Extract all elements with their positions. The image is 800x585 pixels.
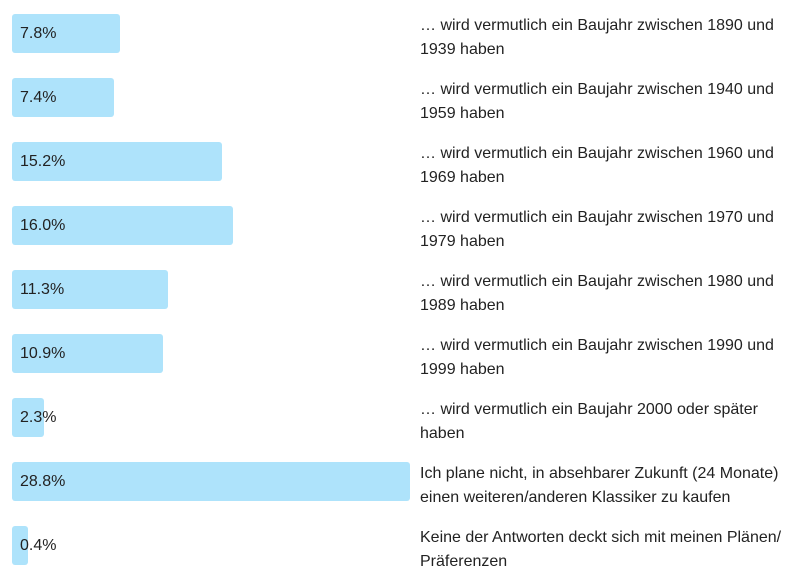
value-label: 15.2% (20, 153, 66, 170)
value-label: 16.0% (20, 217, 66, 234)
chart-row: 7.4% … wird vermutlich ein Baujahr zwisch… (0, 64, 800, 128)
category-label: Ich plane nicht, in absehbarer Zukunft (… (420, 465, 779, 506)
chart-row: 2.3% … wird vermutlich ein Baujahr 2000 o… (0, 384, 800, 448)
value-label: 0.4% (20, 537, 57, 554)
category-label: … wird vermutlich ein Baujahr 2000 oder … (420, 401, 758, 442)
category-label: … wird vermutlich ein Baujahr zwischen 1… (420, 81, 774, 122)
chart-row: 15.2% … wird vermutlich ein Baujahr zwisc… (0, 128, 800, 192)
value-label: 10.9% (20, 345, 66, 362)
category-label: Keine der Antworten deckt sich mit meine… (420, 529, 782, 570)
bar (12, 14, 120, 53)
category-label: … wird vermutlich ein Baujahr zwischen 1… (420, 209, 774, 250)
chart-row: 10.9% … wird vermutlich ein Baujahr zwisc… (0, 320, 800, 384)
value-label: 2.3% (20, 409, 57, 426)
chart-row: 11.3% … wird vermutlich ein Baujahr zwisc… (0, 256, 800, 320)
category-label: … wird vermutlich ein Baujahr zwischen 1… (420, 145, 774, 186)
value-label: 28.8% (20, 473, 66, 490)
bar (12, 78, 114, 117)
chart-row: 0.4% Keine der Antworten deckt sich mit m… (0, 512, 800, 576)
chart-row: 7.8% … wird vermutlich ein Baujahr zwisch… (0, 0, 800, 64)
bar (12, 398, 44, 437)
bar (12, 142, 222, 181)
chart-row: 16.0% … wird vermutlich ein Baujahr zwisc… (0, 192, 800, 256)
value-label: 11.3% (20, 281, 65, 298)
value-label: 7.4% (20, 89, 57, 106)
bar (12, 206, 233, 245)
category-label: … wird vermutlich ein Baujahr zwischen 1… (420, 337, 774, 378)
bar (12, 270, 168, 309)
chart-row: 28.8% Ich plane nicht, in absehbarer Zuku… (0, 448, 800, 512)
bar (12, 462, 410, 501)
bar (12, 334, 163, 373)
category-label: … wird vermutlich ein Baujahr zwischen 1… (420, 273, 774, 314)
value-label: 7.8% (20, 25, 57, 42)
bar (12, 526, 28, 565)
category-label: … wird vermutlich ein Baujahr zwischen 1… (420, 17, 774, 58)
